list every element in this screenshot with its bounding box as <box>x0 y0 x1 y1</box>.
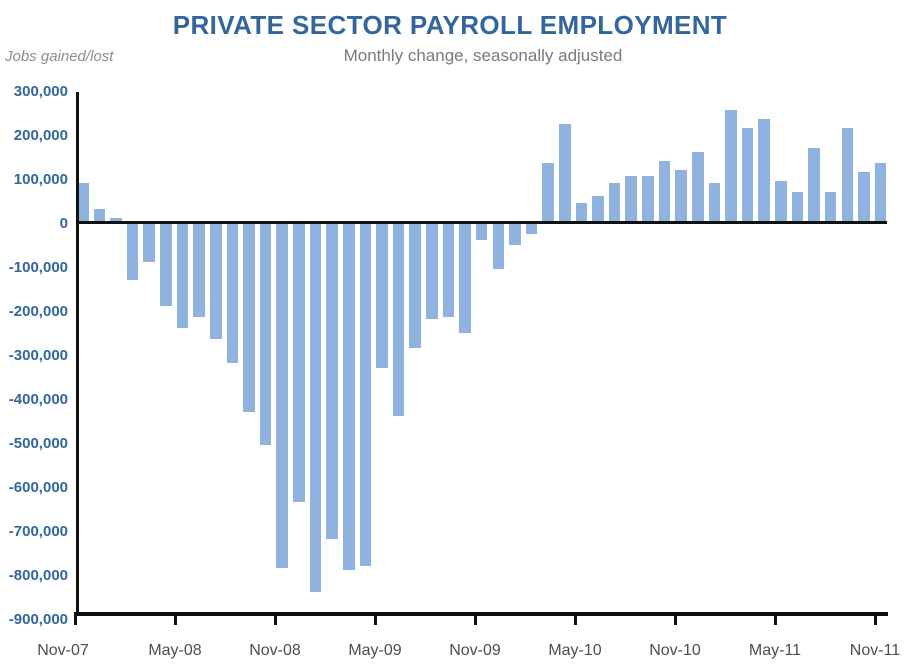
x-axis-tick <box>73 616 77 625</box>
y-axis-line <box>76 92 79 616</box>
y-axis-unit-label: Jobs gained/lost <box>5 48 114 65</box>
x-axis-label: May-08 <box>148 642 202 659</box>
x-axis-tick <box>673 616 677 625</box>
x-axis-tick <box>273 616 277 625</box>
bar-Feb-10 <box>525 222 538 234</box>
y-axis-label: 200,000 <box>13 127 68 144</box>
x-axis-label: Nov-10 <box>649 642 701 659</box>
bar-Feb-08 <box>126 222 139 280</box>
zero-line <box>76 221 887 224</box>
x-axis-tick <box>773 616 777 625</box>
x-axis-label: Nov-08 <box>249 642 301 659</box>
bar-Nov-08 <box>276 222 289 568</box>
bar-Sep-09 <box>442 222 455 318</box>
y-axis-label: 0 <box>59 215 68 232</box>
x-axis-tick <box>473 616 477 625</box>
bar-Apr-11 <box>758 119 770 223</box>
x-axis-tick <box>573 616 577 625</box>
y-axis-label: -200,000 <box>8 303 68 320</box>
x-axis-label: May-09 <box>348 642 402 659</box>
bar-Dec-08 <box>293 222 305 502</box>
x-axis-label: Nov-07 <box>37 642 89 659</box>
bar-Mar-10 <box>542 163 554 223</box>
chart-title: PRIVATE SECTOR PAYROLL EMPLOYMENT <box>172 10 728 40</box>
bar-Mar-08 <box>143 222 156 263</box>
bar-Aug-09 <box>426 222 438 320</box>
bar-Jun-08 <box>193 222 205 318</box>
bar-Oct-10 <box>658 160 671 223</box>
bar-Mar-11 <box>741 127 754 223</box>
bar-Nov-11 <box>874 163 887 223</box>
bar-Sep-10 <box>642 176 654 223</box>
bar-Jul-09 <box>409 222 421 348</box>
bar-Aug-10 <box>625 176 638 223</box>
bar-Nov-10 <box>675 169 687 223</box>
x-axis-label: May-10 <box>548 642 602 659</box>
bar-Jul-11 <box>808 147 820 223</box>
x-axis-tick <box>173 616 177 625</box>
y-axis-label: -100,000 <box>8 259 68 276</box>
y-axis-label: -800,000 <box>8 567 68 584</box>
x-axis-label: May-11 <box>748 642 802 659</box>
y-axis-label: 300,000 <box>13 83 68 100</box>
bar-Nov-07 <box>77 182 89 223</box>
bar-Apr-09 <box>359 222 372 566</box>
bar-Nov-09 <box>475 222 488 241</box>
bar-Jun-10 <box>592 196 604 223</box>
bar-Oct-11 <box>858 171 870 223</box>
bar-Jan-11 <box>708 182 721 223</box>
bar-Aug-08 <box>226 222 239 364</box>
bar-May-11 <box>775 180 787 223</box>
bar-Jun-09 <box>392 222 405 417</box>
y-axis-label: -300,000 <box>8 347 68 364</box>
y-axis-label: -900,000 <box>8 611 68 628</box>
bar-Dec-10 <box>691 152 704 223</box>
bar-Sep-08 <box>243 222 255 412</box>
bar-Sep-11 <box>841 127 854 223</box>
chart-subtitle: Monthly change, seasonally adjusted <box>343 46 623 65</box>
bar-Feb-09 <box>326 222 338 540</box>
bar-Oct-09 <box>459 222 471 333</box>
y-axis-label: -500,000 <box>8 435 68 452</box>
bar-Jan-10 <box>509 222 521 245</box>
bar-Feb-11 <box>725 110 737 223</box>
bar-Mar-09 <box>342 222 355 571</box>
bar-Jul-08 <box>209 222 222 340</box>
x-axis-tick <box>873 616 877 625</box>
x-axis-tick <box>373 616 377 625</box>
bar-Aug-11 <box>824 191 837 223</box>
x-axis-line <box>74 612 888 616</box>
bar-May-08 <box>176 222 189 329</box>
bar-Apr-08 <box>160 222 172 307</box>
y-axis-label: -400,000 <box>8 391 68 408</box>
x-axis-label: Nov-11 <box>849 642 901 659</box>
bar-May-10 <box>575 202 588 223</box>
y-axis-label: -600,000 <box>8 479 68 496</box>
x-axis-label: Nov-09 <box>449 642 501 659</box>
bar-May-09 <box>376 222 388 368</box>
y-axis-label: -700,000 <box>8 523 68 540</box>
bar-Jan-09 <box>309 222 322 593</box>
bar-Jun-11 <box>791 191 804 223</box>
bar-Dec-07 <box>93 209 106 223</box>
bar-Jul-10 <box>608 182 621 223</box>
bar-Jan-08 <box>110 218 122 223</box>
bar-Dec-09 <box>492 222 505 269</box>
bar-Oct-08 <box>259 222 272 445</box>
y-axis-label: 100,000 <box>13 171 68 188</box>
bar-Apr-10 <box>558 123 571 223</box>
